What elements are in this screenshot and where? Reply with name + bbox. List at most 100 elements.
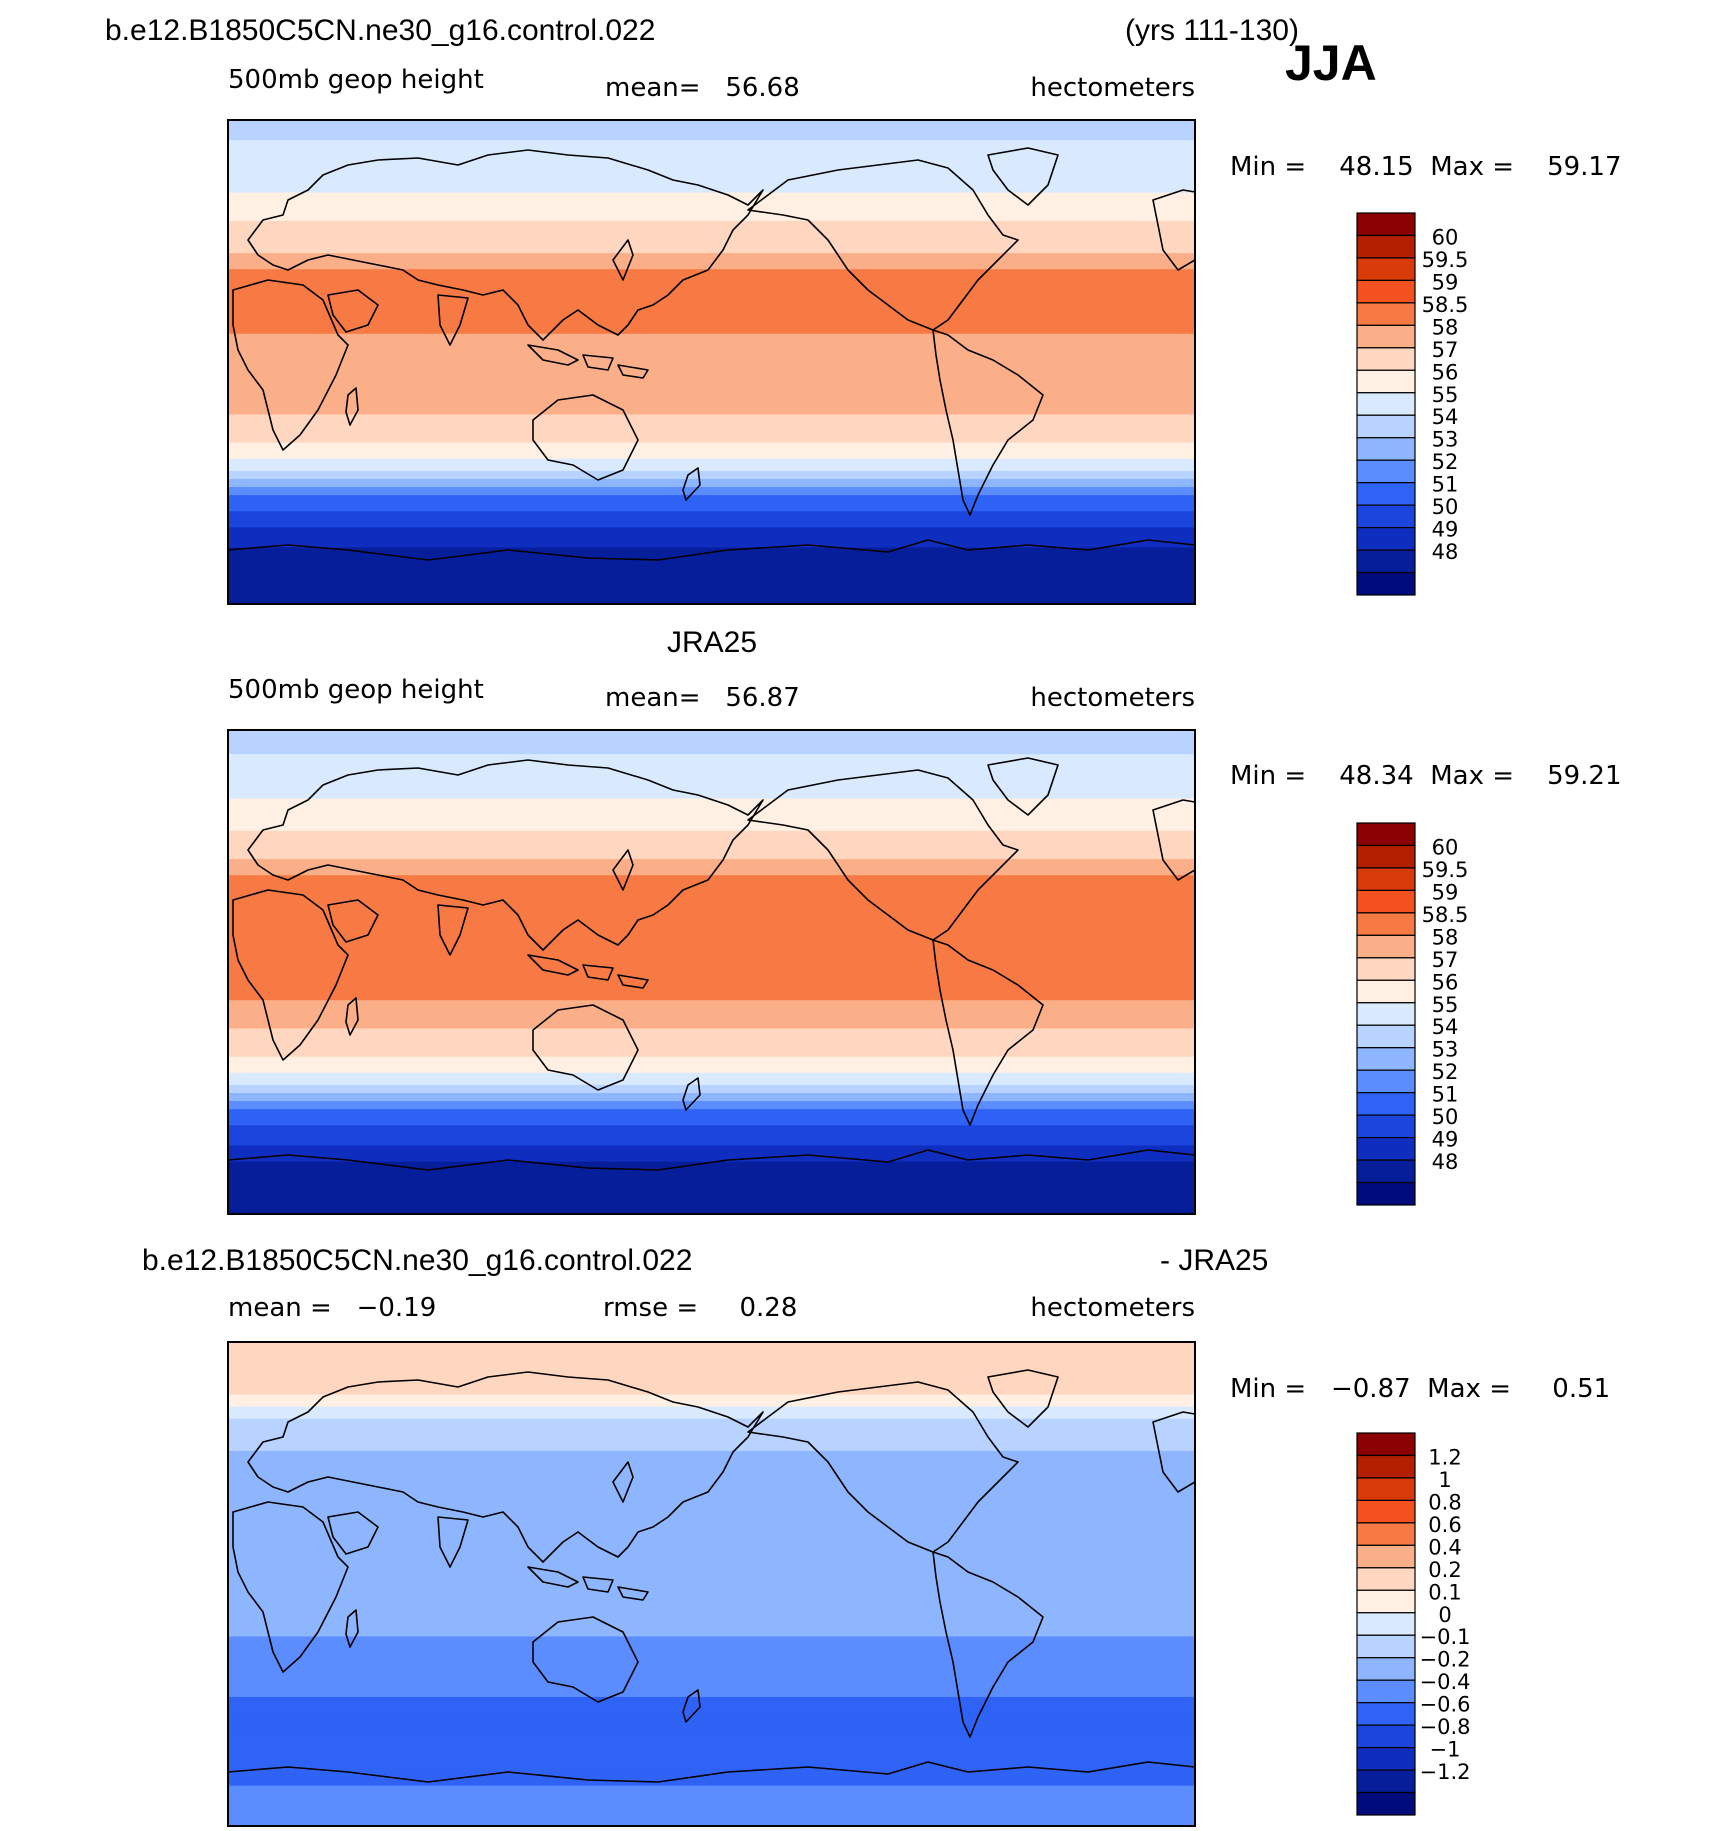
contour-band xyxy=(228,806,1195,812)
contour-band xyxy=(228,140,1195,145)
colorbar-box xyxy=(1356,1024,1416,1049)
contour-band xyxy=(228,1777,1195,1783)
contour-band xyxy=(228,1072,1195,1078)
colorbar-box xyxy=(1356,324,1416,349)
contour-band xyxy=(228,1410,1195,1416)
contour-band xyxy=(228,1012,1195,1017)
colorbar-tick-label: 48 xyxy=(1432,1150,1459,1174)
contour-band xyxy=(228,1535,1195,1541)
contour-band xyxy=(228,563,1195,569)
contour-band xyxy=(228,1438,1195,1444)
contour-band xyxy=(228,1721,1195,1726)
contour-band xyxy=(228,802,1195,808)
colorbar-box xyxy=(1356,979,1416,1004)
contour-band xyxy=(228,527,1195,532)
contour-band xyxy=(228,386,1195,391)
panel-3-units-label: hectometers xyxy=(1030,1293,1195,1323)
contour-band xyxy=(228,927,1195,933)
contour-band xyxy=(228,1713,1195,1718)
contour-band xyxy=(228,1137,1195,1142)
contour-band xyxy=(228,1181,1195,1187)
contour-band xyxy=(228,1676,1195,1682)
colorbar-box xyxy=(1356,504,1416,529)
contour-band xyxy=(228,818,1195,824)
contour-band xyxy=(228,478,1195,484)
contour-band xyxy=(228,333,1195,339)
contour-band xyxy=(228,911,1195,917)
contour-band xyxy=(228,1515,1195,1521)
contour-band xyxy=(228,1097,1195,1102)
colorbar-box xyxy=(1356,1047,1416,1071)
contour-band xyxy=(228,208,1195,214)
contour-band xyxy=(228,309,1195,315)
contour-band xyxy=(228,132,1195,137)
contour-band xyxy=(228,1060,1195,1066)
contour-band xyxy=(228,1817,1195,1823)
contour-band xyxy=(228,462,1195,468)
years-label: (yrs 111-130) xyxy=(1125,14,1299,47)
contour-band xyxy=(228,1169,1195,1175)
contour-band xyxy=(228,1648,1195,1654)
contour-band xyxy=(228,1076,1195,1082)
contour-band xyxy=(228,967,1195,973)
contour-band xyxy=(228,1024,1195,1030)
colorbar-box xyxy=(1356,549,1416,574)
colorbar-box xyxy=(1356,414,1416,439)
contour-band xyxy=(228,466,1195,472)
contour-band xyxy=(228,430,1195,436)
contour-band xyxy=(228,531,1195,537)
colorbar-tick-label: −0.4 xyxy=(1420,1670,1471,1694)
contour-band xyxy=(228,349,1195,355)
contour-band xyxy=(228,1475,1195,1480)
contour-band xyxy=(228,273,1195,278)
contour-band xyxy=(228,1093,1195,1098)
contour-band xyxy=(228,1068,1195,1074)
contour-band xyxy=(228,1177,1195,1183)
contour-band xyxy=(228,535,1195,541)
contour-band xyxy=(228,883,1195,888)
contour-band xyxy=(228,1588,1195,1593)
contour-band xyxy=(228,184,1195,190)
colorbar-box xyxy=(1356,1724,1416,1749)
colorbar-box xyxy=(1356,279,1416,304)
colorbar-box xyxy=(1356,1499,1416,1524)
contour-band xyxy=(228,200,1195,206)
contour-band xyxy=(228,1705,1195,1710)
contour-band xyxy=(228,1422,1195,1428)
contour-band xyxy=(228,1161,1195,1167)
panel-2-left-label: 500mb geop height xyxy=(228,675,484,705)
contour-band xyxy=(228,297,1195,303)
contour-band xyxy=(228,261,1195,266)
contour-band xyxy=(228,1785,1195,1791)
contour-band xyxy=(228,871,1195,876)
colorbar-tick-label: 60 xyxy=(1432,835,1459,859)
contour-band xyxy=(228,543,1195,549)
contour-band xyxy=(228,1680,1195,1686)
contour-band xyxy=(228,1390,1195,1396)
contour-band xyxy=(228,120,1195,125)
contour-band xyxy=(228,470,1195,476)
contour-band xyxy=(228,277,1195,282)
colorbar-tick-label: 49 xyxy=(1432,518,1459,542)
contour-band xyxy=(228,1426,1195,1432)
contour-band xyxy=(228,1121,1195,1126)
contour-band xyxy=(228,1531,1195,1537)
contour-band xyxy=(228,1378,1195,1383)
contour-band xyxy=(228,1563,1195,1569)
colorbar-tick-label: 1 xyxy=(1438,1468,1451,1492)
colorbar-box xyxy=(1356,1769,1416,1794)
contour-band xyxy=(228,204,1195,210)
contour-band xyxy=(228,1088,1195,1094)
contour-band xyxy=(228,794,1195,800)
contour-band xyxy=(228,418,1195,424)
contour-band xyxy=(228,160,1195,165)
colorbar-box xyxy=(1356,1159,1416,1184)
contour-band xyxy=(228,216,1195,222)
contour-band xyxy=(228,1084,1195,1090)
contour-band xyxy=(228,241,1195,246)
contour-band xyxy=(228,1781,1195,1787)
panel-3-colorbar: 1.210.80.60.40.20.10−0.1−0.2−0.4−0.6−0.8… xyxy=(1356,1432,1471,1816)
panel-3-rmse-label: rmse = 0.28 xyxy=(603,1293,797,1323)
contour-band xyxy=(228,770,1195,775)
contour-band xyxy=(228,1753,1195,1759)
